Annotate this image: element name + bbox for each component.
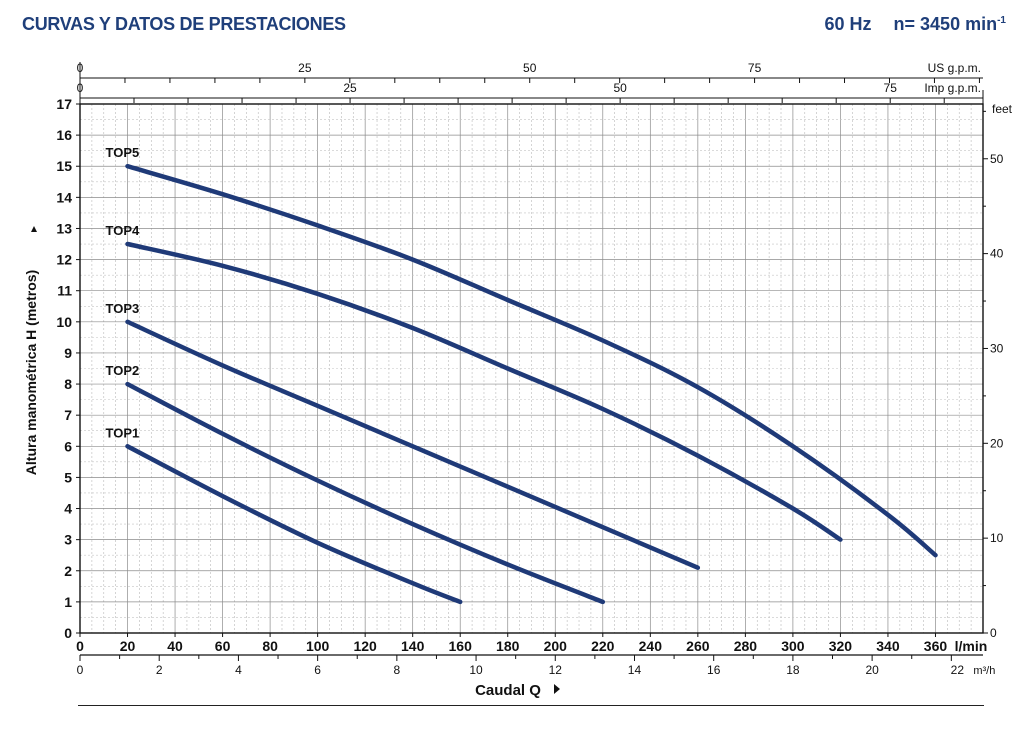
speed-prefix: n= 3450 min <box>893 14 998 34</box>
y-tick-label: 0 <box>64 625 72 641</box>
y-axis-arrow-icon <box>31 226 37 232</box>
y-tick-label: 7 <box>64 407 72 423</box>
x-tick-label: 160 <box>449 638 473 654</box>
x-tick-label: 180 <box>496 638 520 654</box>
us-gpm-tick-label: 50 <box>523 61 537 75</box>
speed-label: n= 3450 min-1 <box>894 14 1006 34</box>
feet-axis-unit: feet <box>992 102 1013 116</box>
frequency-label: 60 Hz <box>824 14 872 34</box>
y-tick-label: 10 <box>56 314 72 330</box>
series-label-top3: TOP3 <box>106 301 140 316</box>
header-specs: 60 Hz n= 3450 min-1 <box>825 14 1007 35</box>
m3h-tick-label: 0 <box>77 663 84 677</box>
m3h-tick-label: 16 <box>707 663 721 677</box>
us-gpm-tick-label: 25 <box>298 61 312 75</box>
y-axis-title: Altura manométrica H (metros) <box>23 270 39 475</box>
y-tick-label: 14 <box>56 189 72 205</box>
series-label-top2: TOP2 <box>106 363 140 378</box>
us-gpm-tick-label: 75 <box>748 61 762 75</box>
m3h-tick-label: 22 <box>951 663 965 677</box>
bottom-divider <box>78 705 984 706</box>
imp-gpm-tick-label: 25 <box>343 81 357 95</box>
y-tick-label: 2 <box>64 563 72 579</box>
x-axis-title: Caudal Q <box>475 682 541 699</box>
x-tick-label: 360 <box>924 638 948 654</box>
x-tick-label: 280 <box>734 638 758 654</box>
m3h-tick-label: 14 <box>628 663 642 677</box>
x-tick-label: 0 <box>76 638 84 654</box>
feet-tick-label: 30 <box>990 341 1004 355</box>
m3h-tick-label: 20 <box>865 663 879 677</box>
imp-gpm-tick-label: 75 <box>884 81 898 95</box>
m3h-tick-label: 4 <box>235 663 242 677</box>
feet-tick-label: 10 <box>990 531 1004 545</box>
x-tick-label: 60 <box>215 638 231 654</box>
m3h-tick-label: 18 <box>786 663 800 677</box>
y-tick-label: 15 <box>56 158 72 174</box>
feet-tick-label: 50 <box>990 152 1004 166</box>
m3h-tick-label: 8 <box>394 663 401 677</box>
x-tick-label: 20 <box>120 638 136 654</box>
labels-group: TOP1 TOP2 TOP3 TOP4 TOP5 <box>106 145 140 440</box>
series-line-top3 <box>125 319 701 570</box>
x-tick-label: 300 <box>781 638 805 654</box>
series-group <box>125 163 938 605</box>
feet-tick-label: 20 <box>990 436 1004 450</box>
x-tick-label: 80 <box>262 638 278 654</box>
series-line-top1 <box>125 444 463 605</box>
x-tick-label: 120 <box>353 638 377 654</box>
x-tick-label: 140 <box>401 638 425 654</box>
x-tick-label: 200 <box>544 638 568 654</box>
x-tick-label: 260 <box>686 638 710 654</box>
y-tick-label: 5 <box>64 469 72 485</box>
feet-tick-label: 0 <box>990 626 997 640</box>
y-tick-label: 13 <box>56 220 72 236</box>
y-tick-label: 9 <box>64 345 72 361</box>
feet-tick-label: 40 <box>990 247 1004 261</box>
x-tick-label: 100 <box>306 638 330 654</box>
x-tick-label: 220 <box>591 638 615 654</box>
x-tick-label: 40 <box>167 638 183 654</box>
y-tick-label: 17 <box>56 96 72 112</box>
m3h-axis-unit: m³/h <box>973 665 995 677</box>
series-line-top5 <box>125 163 938 558</box>
speed-exponent: -1 <box>997 15 1006 26</box>
us-gpm-unit: US g.p.m. <box>928 61 981 75</box>
x-tick-label: 320 <box>829 638 853 654</box>
imp-gpm-tick-label: 50 <box>613 81 627 95</box>
m3h-tick-label: 12 <box>549 663 563 677</box>
x-axis-arrow-icon <box>554 684 560 694</box>
y-tick-label: 16 <box>56 127 72 143</box>
y-tick-label: 11 <box>57 283 72 299</box>
series-line-top4 <box>125 241 843 542</box>
x-tick-label: 240 <box>639 638 663 654</box>
imp-gpm-unit: Imp g.p.m. <box>924 81 981 95</box>
x-tick-label: 340 <box>876 638 900 654</box>
series-label-top4: TOP4 <box>106 223 140 238</box>
y-tick-label: 1 <box>64 594 72 610</box>
m3h-tick-label: 6 <box>314 663 321 677</box>
y-tick-label: 6 <box>64 438 72 454</box>
grid-lines <box>80 104 983 633</box>
series-label-top5: TOP5 <box>106 145 140 160</box>
m3h-tick-label: 2 <box>156 663 163 677</box>
y-tick-label: 8 <box>64 376 72 392</box>
series-line-top2 <box>125 381 606 605</box>
y-tick-label: 4 <box>64 501 72 517</box>
m3h-tick-label: 10 <box>469 663 483 677</box>
y-tick-label: 3 <box>64 532 72 548</box>
y-tick-label: 12 <box>56 252 72 268</box>
x-axis-unit: l/min <box>955 638 988 654</box>
chart-title: CURVAS Y DATOS DE PRESTACIONES <box>22 14 346 34</box>
series-label-top1: TOP1 <box>106 425 140 440</box>
